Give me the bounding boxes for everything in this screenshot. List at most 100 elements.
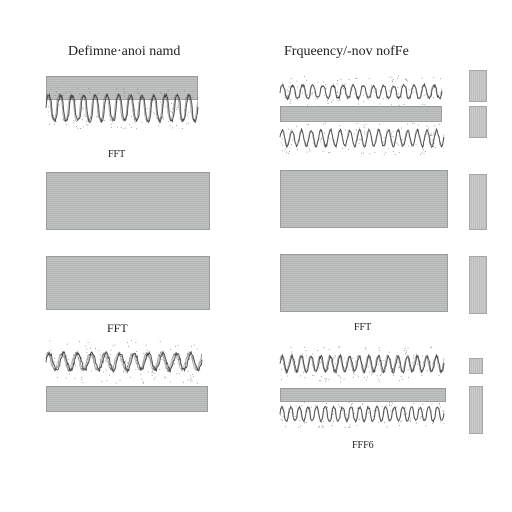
waveform-noise-dot xyxy=(196,348,198,350)
waveform-noise-dot xyxy=(142,382,144,384)
waveform-noise-dot xyxy=(386,365,387,367)
waveform-noise-dot xyxy=(345,414,347,416)
waveform-noise-dot xyxy=(154,376,156,378)
waveform-noise-dot xyxy=(320,380,322,382)
waveform-noise-dot xyxy=(320,420,322,421)
waveform-noise-dot xyxy=(430,134,432,136)
waveform-noise-dot xyxy=(286,151,287,153)
waveform-noise-dot xyxy=(339,406,341,408)
waveform-noise-dot xyxy=(191,91,193,92)
waveform-noise-dot xyxy=(146,117,148,119)
waveform-noise-dot xyxy=(433,143,435,145)
waveform-noise-dot xyxy=(394,93,396,95)
waveform-noise-dot xyxy=(182,128,183,129)
waveform-noise-dot xyxy=(319,132,321,134)
waveform-noise-dot xyxy=(362,365,364,366)
waveform-noise-dot xyxy=(401,138,403,140)
waveform-noise-dot xyxy=(396,143,398,145)
waveform-noise-dot xyxy=(376,410,377,411)
waveform-noise-dot xyxy=(282,357,283,359)
waveform-noise-dot xyxy=(401,420,402,422)
waveform-noise-dot xyxy=(124,92,126,94)
waveform-noise-dot xyxy=(307,145,309,147)
waveform-noise-dot xyxy=(405,80,407,82)
waveform-noise-dot xyxy=(368,127,369,129)
waveform-noise-dot xyxy=(358,103,359,105)
waveform-noise-dot xyxy=(401,96,402,98)
waveform-noise-dot xyxy=(326,378,327,380)
waveform-noise-dot xyxy=(404,350,406,351)
waveform-noise-dot xyxy=(174,363,175,365)
waveform-noise-dot xyxy=(340,381,342,383)
waveform-noise-dot xyxy=(47,111,49,113)
left-column-title: Defimne·anoi namd xyxy=(68,44,181,59)
waveform-noise-dot xyxy=(131,340,132,341)
waveform-noise-dot xyxy=(114,344,116,346)
waveform-noise-dot xyxy=(366,376,368,378)
waveform-noise-dot xyxy=(319,380,320,382)
waveform-noise-dot xyxy=(319,426,320,427)
waveform-noise-dot xyxy=(413,403,415,404)
waveform-noise-dot xyxy=(331,408,333,410)
waveform-noise-dot xyxy=(390,418,392,419)
waveform-noise-dot xyxy=(82,108,84,110)
waveform-noise-dot xyxy=(391,135,393,137)
waveform-noise-dot xyxy=(158,125,160,127)
waveform-noise-dot xyxy=(344,129,346,131)
waveform-noise-dot xyxy=(296,80,298,82)
waveform-trace xyxy=(279,354,445,375)
waveform-noise-dot xyxy=(409,363,411,365)
waveform-noise-dot xyxy=(390,417,392,419)
waveform-noise-dot xyxy=(309,150,311,152)
waveform-noise-dot xyxy=(423,362,424,363)
waveform-noise-dot xyxy=(281,379,282,380)
waveform-noise-dot xyxy=(322,150,324,152)
waveform-noise-dot xyxy=(179,363,181,365)
waveform-noise-dot xyxy=(392,81,393,83)
right-middle-fft-label: FFT xyxy=(354,322,372,333)
waveform-noise-dot xyxy=(284,411,285,413)
waveform-noise-dot xyxy=(142,381,144,383)
waveform-noise-dot xyxy=(424,419,426,420)
waveform-noise-dot xyxy=(294,416,296,417)
waveform-noise-dot xyxy=(134,109,136,111)
waveform-noise-dot xyxy=(413,123,415,125)
waveform-noise-dot xyxy=(159,368,161,370)
waveform-noise-dot xyxy=(47,94,49,96)
waveform-noise-dot xyxy=(83,114,85,116)
waveform-noise-dot xyxy=(187,371,189,372)
waveform-noise-dot xyxy=(171,112,173,113)
waveform-noise-dot xyxy=(328,152,329,154)
left-bottom-band xyxy=(46,386,208,412)
waveform-noise-dot xyxy=(81,379,83,380)
waveform-noise-dot xyxy=(358,127,360,129)
waveform-noise-dot xyxy=(288,153,290,154)
waveform-noise-dot xyxy=(146,108,148,109)
waveform-noise-dot xyxy=(291,351,293,353)
waveform-noise-dot xyxy=(85,120,87,122)
waveform-noise-dot xyxy=(442,410,444,412)
waveform-noise-dot xyxy=(103,371,105,373)
waveform-noise-dot xyxy=(424,104,426,106)
waveform-noise-dot xyxy=(98,349,100,351)
right-side-strip-1 xyxy=(469,70,487,102)
waveform-noise-dot xyxy=(312,353,314,355)
waveform-noise-dot xyxy=(373,410,375,412)
waveform-noise-dot xyxy=(292,413,294,414)
waveform-noise-dot xyxy=(284,149,286,151)
waveform-noise-dot xyxy=(378,347,380,349)
waveform-noise-dot xyxy=(370,86,372,88)
waveform-noise-dot xyxy=(438,404,440,406)
waveform-noise-dot xyxy=(125,363,127,365)
waveform-noise-dot xyxy=(281,368,282,370)
waveform-noise-dot xyxy=(138,93,140,94)
waveform-noise-dot xyxy=(407,347,409,349)
waveform-noise-dot xyxy=(348,369,350,371)
waveform-noise-dot xyxy=(289,412,291,413)
waveform-noise-dot xyxy=(430,133,432,135)
waveform-noise-dot xyxy=(363,127,365,129)
waveform-noise-dot xyxy=(77,87,78,89)
waveform-noise-dot xyxy=(65,377,67,379)
waveform-noise-dot xyxy=(125,360,126,362)
waveform-noise-dot xyxy=(379,124,380,125)
